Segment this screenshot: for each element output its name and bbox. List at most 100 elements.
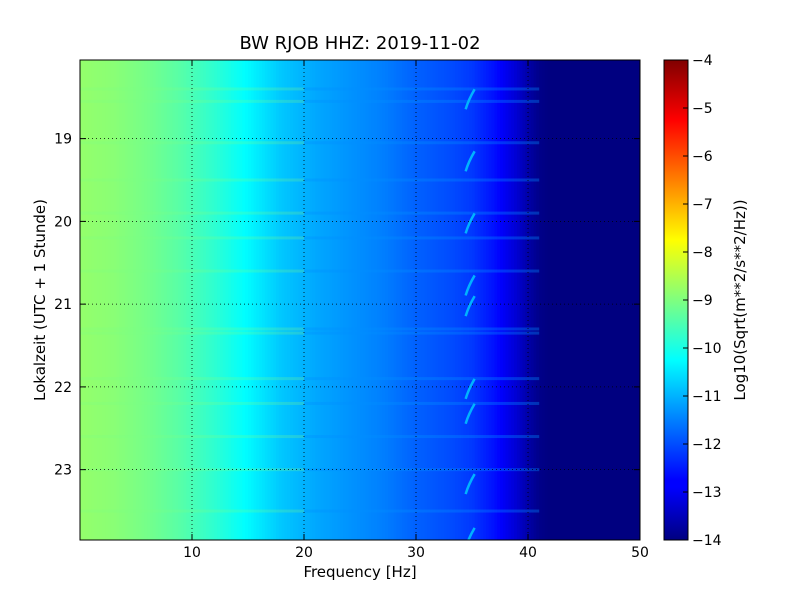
heatmap-column: [371, 60, 375, 540]
heatmap-column: [458, 60, 462, 540]
heatmap-column: [236, 60, 241, 540]
heatmap-column: [214, 60, 218, 540]
heatmap-column: [259, 60, 263, 540]
x-tick-label: 50: [631, 545, 649, 561]
heatmap-column: [262, 60, 266, 540]
heatmap-column: [158, 60, 162, 540]
heatmap-column: [598, 60, 602, 540]
x-axis: 10 20 30 40 50: [183, 60, 649, 561]
heatmap-column: [626, 60, 630, 540]
heatmap-column: [539, 60, 543, 540]
heatmap-column: [320, 60, 325, 540]
heatmap-column: [483, 60, 487, 540]
heatmap-column: [136, 60, 140, 540]
heatmap-column: [332, 60, 336, 540]
heatmap-column: [318, 60, 322, 540]
heatmap-column: [589, 60, 593, 540]
heatmap-column: [189, 60, 193, 540]
heatmap-column: [99, 60, 103, 540]
broadband-row: [304, 377, 540, 381]
x-axis-label: Frequency [Hz]: [303, 563, 416, 581]
heatmap-column: [564, 60, 568, 540]
heatmap-column: [547, 60, 551, 540]
heatmap-column: [127, 60, 131, 540]
heatmap-column: [284, 60, 288, 540]
heatmap-column: [178, 60, 182, 540]
broadband-row: [304, 401, 540, 405]
heatmap-column: [614, 60, 619, 540]
heatmap-column: [418, 60, 423, 540]
heatmap-column: [486, 60, 490, 540]
heatmap-column: [528, 60, 532, 540]
heatmap-column: [516, 60, 521, 540]
broadband-row: [80, 211, 304, 215]
heatmap-column: [183, 60, 187, 540]
heatmap-column: [150, 60, 154, 540]
y-tick-label: 21: [54, 297, 72, 313]
heatmap-column: [584, 60, 588, 540]
heatmap-column: [617, 60, 621, 540]
heatmap-column: [194, 60, 199, 540]
heatmap-column: [172, 60, 176, 540]
heatmap-column: [105, 60, 109, 540]
heatmap-column: [382, 60, 386, 540]
heatmap-column: [242, 60, 246, 540]
heatmap-column: [365, 60, 369, 540]
heatmap-column: [91, 60, 95, 540]
heatmap-column: [119, 60, 123, 540]
heatmap-column: [362, 60, 367, 540]
heatmap-column: [175, 60, 179, 540]
broadband-row: [80, 401, 304, 405]
heatmap-column: [637, 60, 640, 540]
heatmap-column: [514, 60, 518, 540]
broadband-row: [304, 141, 540, 145]
tonal-burst: [464, 150, 476, 172]
heatmap-column: [312, 60, 316, 540]
heatmap-column: [80, 60, 84, 540]
heatmap-column: [402, 60, 406, 540]
heatmap-column: [306, 60, 311, 540]
heatmap-column: [570, 60, 574, 540]
heatmap-column: [108, 60, 112, 540]
heatmap-column: [206, 60, 210, 540]
heatmap-column: [430, 60, 434, 540]
colorbar-tick-label: −6: [692, 149, 713, 165]
heatmap-column: [323, 60, 327, 540]
broadband-row: [80, 509, 304, 513]
heatmap-column: [491, 60, 495, 540]
colorbar-tick-label: −12: [692, 437, 722, 453]
heatmap-column: [477, 60, 481, 540]
heatmap-column: [572, 60, 577, 540]
heatmap-column: [351, 60, 355, 540]
heatmap-column: [200, 60, 204, 540]
heatmap-column: [180, 60, 185, 540]
heatmap-column: [250, 60, 255, 540]
y-tick-label: 23: [54, 463, 72, 479]
heatmap-column: [416, 60, 420, 540]
heatmap-column: [511, 60, 515, 540]
heatmap-column: [530, 60, 535, 540]
heatmap-column: [561, 60, 565, 540]
broadband-row: [304, 211, 540, 215]
heatmap-column: [578, 60, 582, 540]
heatmap-column: [449, 60, 453, 540]
heatmap-column: [298, 60, 302, 540]
heatmap-column: [435, 60, 439, 540]
heatmap-column: [161, 60, 165, 540]
y-tick-label: 20: [54, 214, 72, 230]
heatmap-column: [432, 60, 437, 540]
heatmap-column: [556, 60, 560, 540]
heatmap-column: [348, 60, 353, 540]
heatmap-column: [581, 60, 585, 540]
plot-area: [80, 60, 640, 540]
heatmap-column: [628, 60, 633, 540]
heatmap-column: [368, 60, 372, 540]
heatmap-column: [147, 60, 151, 540]
heatmap-column: [292, 60, 297, 540]
y-axis-label: Lokalzeit (UTC + 1 Stunde): [31, 199, 49, 401]
colorbar-tick-label: −11: [692, 389, 722, 405]
heatmap-column: [278, 60, 283, 540]
broadband-row: [80, 236, 304, 240]
heatmap-column: [553, 60, 557, 540]
heatmap-column: [441, 60, 445, 540]
